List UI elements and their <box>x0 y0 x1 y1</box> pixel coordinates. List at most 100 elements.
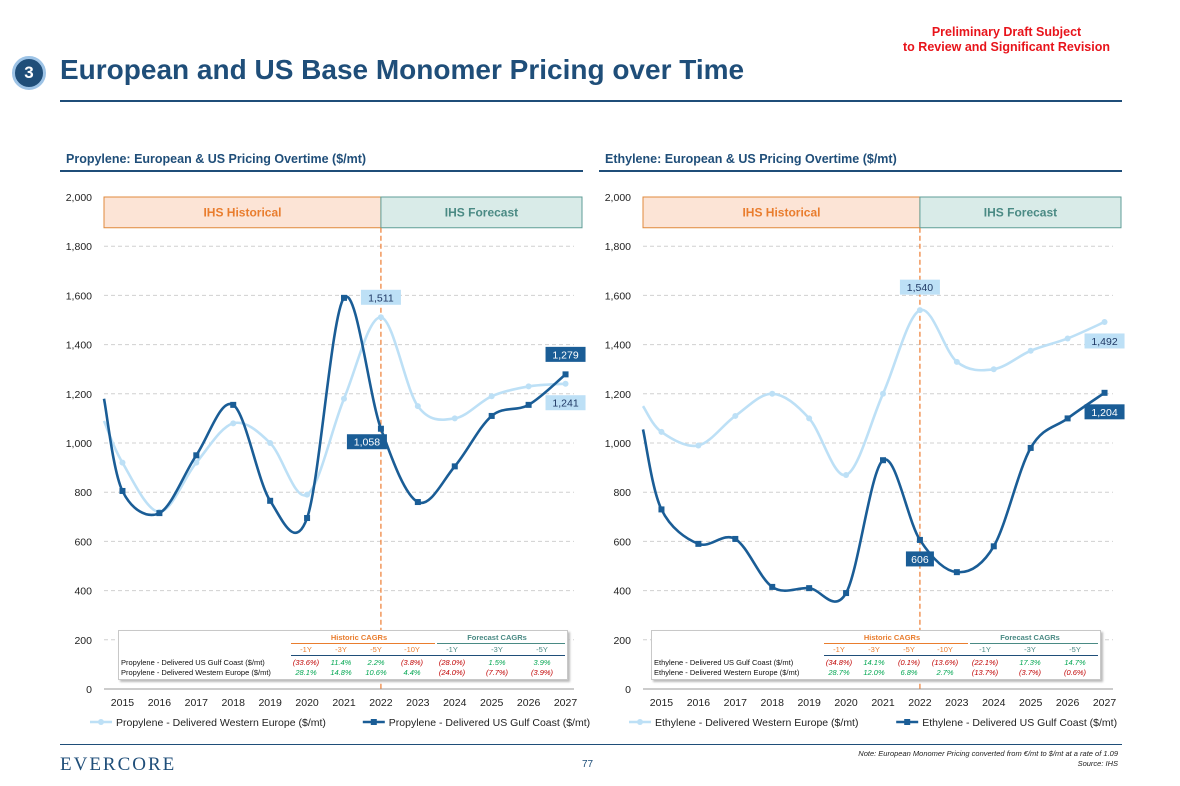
historical-band-label: IHS Historical <box>742 205 820 219</box>
y-tick-label: 1,200 <box>66 389 92 401</box>
data-point <box>267 440 274 446</box>
y-tick-label: 2,000 <box>605 192 631 204</box>
data-point <box>1101 318 1108 325</box>
y-tick-label: 1,000 <box>66 438 92 450</box>
period-header: -3Y <box>868 645 880 654</box>
draft-notice: Preliminary Draft Subject to Review and … <box>903 25 1110 55</box>
y-tick-label: 800 <box>613 487 631 499</box>
data-point <box>953 569 960 576</box>
historic-cagrs-header: Historic CAGRs <box>330 633 388 642</box>
forecast-cagrs-rule <box>970 643 1098 644</box>
data-point <box>953 358 960 365</box>
data-point <box>414 499 421 506</box>
data-label-box <box>360 289 401 305</box>
data-point <box>1027 347 1034 354</box>
data-point <box>193 459 200 466</box>
data-point <box>843 590 850 597</box>
cagr-value: 14.8% <box>330 668 352 677</box>
data-point <box>880 390 886 397</box>
ethylene-series-us-line <box>641 391 1106 603</box>
period-header: -1Y <box>300 645 312 654</box>
data-point <box>119 459 126 466</box>
data-point <box>341 395 347 402</box>
forecast-cagrs-header: Forecast CAGRs <box>1000 633 1060 642</box>
cagr-row-name: Ethylene - Delivered Western Europe ($/m… <box>654 668 800 677</box>
ethylene-cagr-table: Historic CAGRs Forecast CAGRs -1Y -3Y -5Y -10… <box>651 630 1101 680</box>
draft-line-2: to Review and Significant Revision <box>903 40 1110 54</box>
header-rule <box>824 655 1098 656</box>
y-tick-label: 1,400 <box>605 340 631 352</box>
propylene-series-europe-line <box>102 315 566 514</box>
data-label: 1,540 <box>907 282 933 294</box>
data-label: 1,511 <box>368 292 394 304</box>
x-tick-label: 2015 <box>111 697 135 709</box>
cagr-value: (0.1%) <box>897 658 921 667</box>
y-tick-label: 1,800 <box>605 241 631 253</box>
propylene-title-divider <box>60 170 583 172</box>
data-point <box>1064 415 1071 422</box>
ethylene-title-divider <box>599 170 1122 172</box>
x-tick-label: 2022 <box>369 697 393 709</box>
ethylene-series-europe-line <box>641 308 1106 477</box>
forecast-band-label: IHS Forecast <box>984 205 1057 219</box>
data-point <box>193 452 200 459</box>
y-tick-label: 1,600 <box>605 290 631 302</box>
period-header: -5Y <box>903 645 915 654</box>
historic-cagrs-rule <box>824 643 968 644</box>
cagr-value: 10.6% <box>365 668 387 677</box>
data-point <box>916 307 923 314</box>
data-point <box>377 425 384 432</box>
cagr-value: 14.7% <box>1064 658 1086 667</box>
title-divider <box>60 100 1122 102</box>
data-label-box <box>1084 333 1125 349</box>
y-tick-label: 800 <box>74 487 92 499</box>
cagr-value: (34.8%) <box>825 658 853 667</box>
y-tick-label: 0 <box>625 684 631 696</box>
data-label: 1,279 <box>552 349 578 361</box>
cagr-value: 14.1% <box>863 658 885 667</box>
data-point <box>451 415 458 422</box>
period-header: -1Y <box>979 645 991 654</box>
cagr-value: 2.7% <box>936 668 954 677</box>
legend-label-us: Propylene - Delivered US Gulf Coast ($/m… <box>389 717 590 729</box>
data-point <box>769 583 776 590</box>
data-point <box>769 390 776 397</box>
x-tick-label: 2023 <box>406 697 430 709</box>
data-label: 1,058 <box>354 437 380 449</box>
period-header: -5Y <box>370 645 382 654</box>
cagr-value: (3.8%) <box>400 658 424 667</box>
y-tick-label: 1,400 <box>66 340 92 352</box>
data-point <box>990 366 997 373</box>
cagr-value: (33.6%) <box>292 658 320 667</box>
data-point <box>695 442 702 449</box>
data-label: 1,492 <box>1091 336 1117 348</box>
x-tick-label: 2020 <box>295 697 319 709</box>
page-title: European and US Base Monomer Pricing ove… <box>60 54 745 85</box>
forecast-band-label: IHS Forecast <box>445 205 518 219</box>
period-header: -10Y <box>404 645 420 654</box>
x-tick-label: 2026 <box>1056 697 1080 709</box>
data-label-box <box>346 434 387 450</box>
data-point <box>525 383 532 390</box>
data-point <box>119 487 126 494</box>
historical-band-label: IHS Historical <box>203 205 281 219</box>
x-tick-label: 2026 <box>517 697 541 709</box>
legend-label-us: Ethylene - Delivered US Gulf Coast ($/mt… <box>922 717 1117 729</box>
x-tick-label: 2025 <box>1019 697 1043 709</box>
data-label-box <box>905 551 934 567</box>
cagr-value: 1.5% <box>488 658 506 667</box>
propylene-chart-title: Propylene: European & US Pricing Overtim… <box>66 152 367 166</box>
x-tick-label: 2021 <box>332 697 356 709</box>
x-tick-label: 2018 <box>761 697 785 709</box>
data-point <box>806 585 813 592</box>
x-tick-label: 2017 <box>724 697 748 709</box>
cagr-row-name: Ethylene - Delivered US Gulf Coast ($/mt… <box>654 658 794 667</box>
data-point <box>695 540 702 547</box>
data-point <box>658 506 665 513</box>
data-point <box>990 543 997 550</box>
cagr-value: (13.6%) <box>931 658 959 667</box>
data-point <box>230 401 237 408</box>
ethylene-chart-title: Ethylene: European & US Pricing Overtime… <box>605 152 897 166</box>
y-tick-label: 1,200 <box>605 389 631 401</box>
historic-cagrs-header: Historic CAGRs <box>863 633 921 642</box>
